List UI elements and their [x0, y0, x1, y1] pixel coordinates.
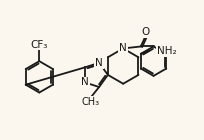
Text: CH₃: CH₃ [81, 97, 99, 107]
Text: NH₂: NH₂ [156, 46, 175, 56]
Text: CF₃: CF₃ [30, 39, 48, 50]
Text: O: O [141, 27, 149, 37]
Text: N: N [119, 43, 126, 53]
Text: N: N [95, 58, 102, 68]
Text: N: N [81, 77, 88, 87]
